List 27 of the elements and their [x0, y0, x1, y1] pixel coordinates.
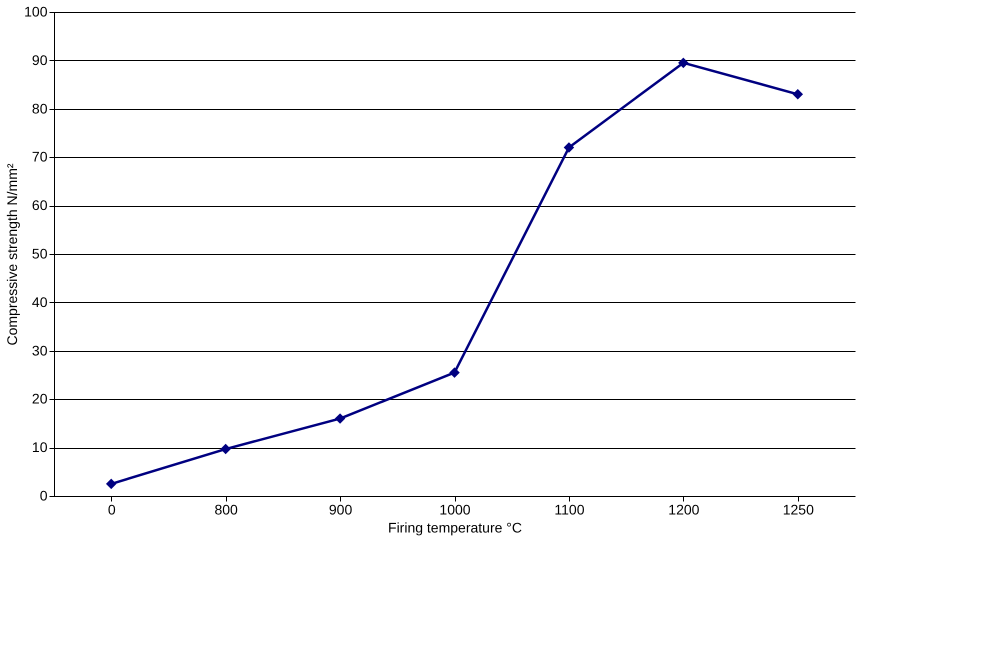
y-tick-label: 60	[32, 197, 48, 214]
y-tick-label: 90	[32, 52, 48, 68]
y-tick-label: 0	[40, 488, 48, 504]
x-tick-label: 1200	[668, 502, 700, 518]
point	[678, 58, 689, 68]
point	[564, 142, 574, 153]
y-tick-label: 70	[32, 148, 48, 165]
y-tick-label: 20	[32, 390, 48, 407]
y-tick-label: 40	[32, 294, 48, 310]
x-tick-label: 0	[108, 502, 116, 518]
point	[792, 89, 804, 100]
point	[449, 367, 460, 378]
point	[106, 478, 116, 490]
point	[220, 444, 231, 454]
y-tick-label: 30	[32, 342, 48, 358]
x-tick-label: 1250	[782, 502, 814, 518]
x-tick-label: 1000	[439, 502, 471, 518]
y-tick-label: 100	[24, 4, 48, 20]
x-tick-label: 900	[328, 502, 352, 518]
x-tick-label: 1100	[554, 502, 585, 518]
y-tick-label: 50	[32, 246, 48, 262]
y-axis-title: Compressive strength N/mm²	[4, 163, 20, 346]
y-tick-label: 10	[32, 439, 48, 456]
y-tick-label: 80	[32, 100, 48, 116]
point	[334, 413, 346, 424]
x-axis-title: Firing temperature °C	[388, 520, 522, 536]
x-tick-label: 800	[214, 502, 238, 518]
